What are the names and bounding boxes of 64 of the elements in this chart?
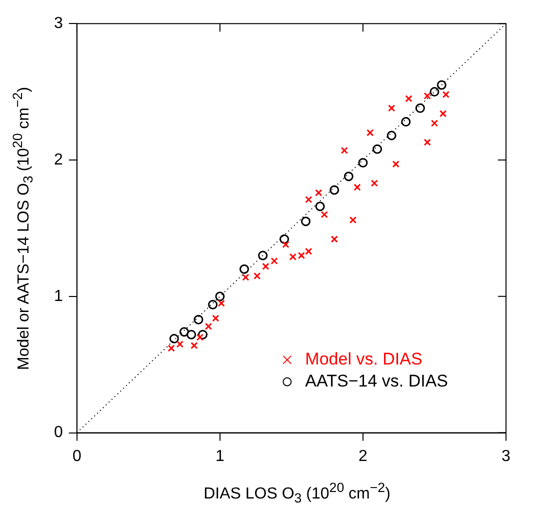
point [424,138,431,146]
point [176,340,184,348]
point [439,110,447,118]
point [258,250,268,260]
y-tick-label: 2 [54,151,63,168]
y-tick-label: 0 [54,424,63,442]
point [305,248,312,255]
point [262,262,270,270]
point [305,196,312,204]
point [301,216,311,226]
point [392,160,400,168]
point [194,314,204,324]
point [344,172,354,182]
point [240,264,249,274]
point [358,158,368,168]
x-tick-label: 1 [215,448,224,465]
point [330,185,340,195]
point [186,330,196,340]
point [388,104,396,112]
point [430,87,440,97]
point [212,314,220,322]
point [424,92,431,100]
point [320,210,328,218]
point [179,327,189,337]
point [168,344,175,352]
point [415,103,425,113]
point [430,120,438,127]
point [372,144,382,154]
point [315,189,322,196]
y-tick-label: 1 [54,288,63,305]
legend-label: AATS−14 vs. DIAS [305,371,448,390]
x-tick-label: 0 [72,448,82,465]
point [289,253,296,260]
point [215,292,225,302]
point [242,274,250,281]
point [442,90,450,98]
point [204,322,212,330]
point [198,330,208,340]
point [218,300,225,307]
point [282,240,290,248]
point [196,334,204,341]
point [405,95,412,102]
x-tick-label: 2 [358,448,368,465]
point [349,216,357,224]
point [280,234,290,244]
point [330,236,338,243]
point [366,129,374,136]
point [208,300,218,310]
point [354,184,361,191]
point [386,130,396,140]
point [169,334,179,344]
point [315,202,325,212]
point [270,257,278,265]
x-axis-title: DIAS LOS O$_{3}$ (10$^{20}$ cm$^{−2}$) [202,480,392,506]
legend-label: Model vs. DIAS [305,349,422,368]
point [340,146,348,154]
point [190,342,198,350]
point [401,117,411,127]
x-tick-label: 3 [502,448,511,465]
point [370,180,378,187]
point [436,80,446,90]
y-tick-label: 3 [54,15,63,32]
point [254,272,261,280]
point [298,252,306,260]
